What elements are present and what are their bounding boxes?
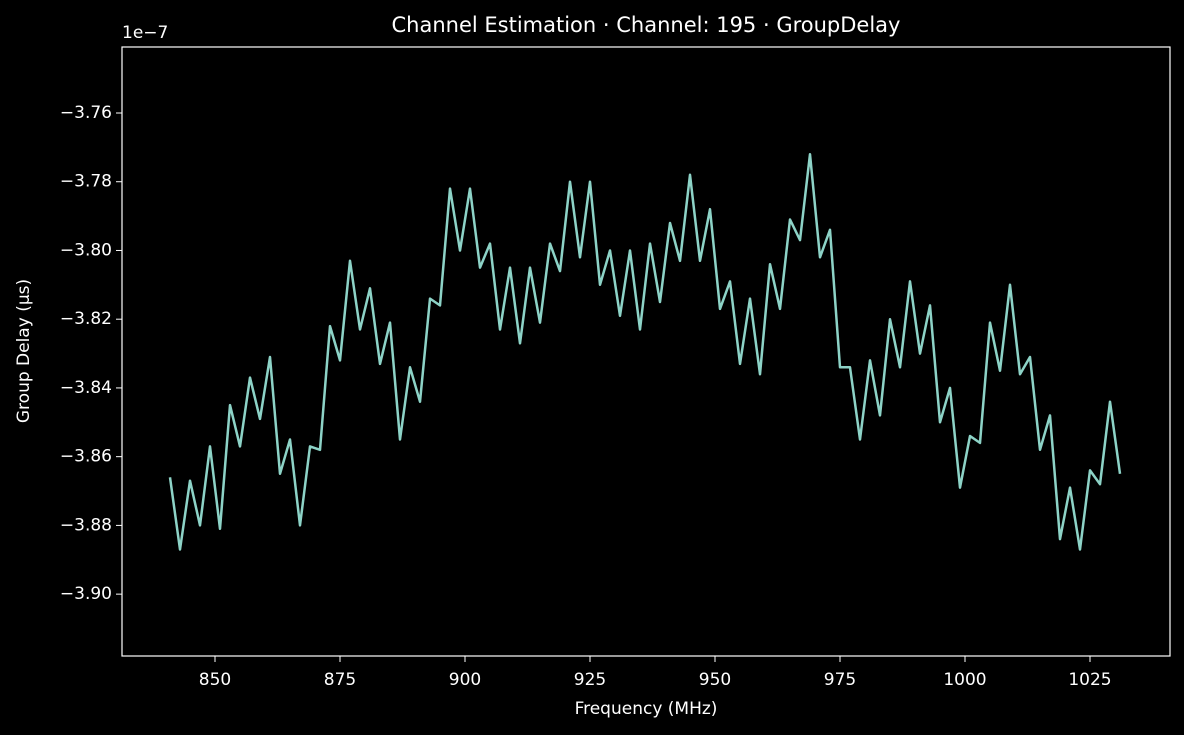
- x-tick-label: 1025: [1068, 670, 1111, 690]
- y-axis-label: Group Delay (µs): [14, 279, 34, 423]
- y-tick-label: −3.82: [60, 309, 112, 329]
- chart-title: Channel Estimation · Channel: 195 · Grou…: [392, 13, 901, 37]
- y-offset: 1e−7: [122, 23, 168, 43]
- x-tick-label: 850: [199, 670, 231, 690]
- x-tick-label: 1000: [943, 670, 986, 690]
- plot-frame: [121, 46, 1171, 657]
- y-tick-label: −3.76: [60, 103, 112, 123]
- x-axis-label: Frequency (MHz): [575, 699, 718, 719]
- x-tick-label: 925: [574, 670, 606, 690]
- y-tick-label: −3.90: [60, 584, 112, 604]
- data-line: [168, 152, 1122, 551]
- y-tick-label: −3.84: [60, 378, 112, 398]
- y-tick-label: −3.86: [60, 447, 112, 467]
- y-tick-label: −3.88: [60, 515, 112, 535]
- x-tick-label: 900: [449, 670, 481, 690]
- y-tick-label: −3.78: [60, 172, 112, 192]
- x-tick-label: 975: [824, 670, 856, 690]
- x-tick-label: 875: [324, 670, 356, 690]
- x-tick-label: 950: [699, 670, 731, 690]
- y-tick-label: −3.80: [60, 240, 112, 260]
